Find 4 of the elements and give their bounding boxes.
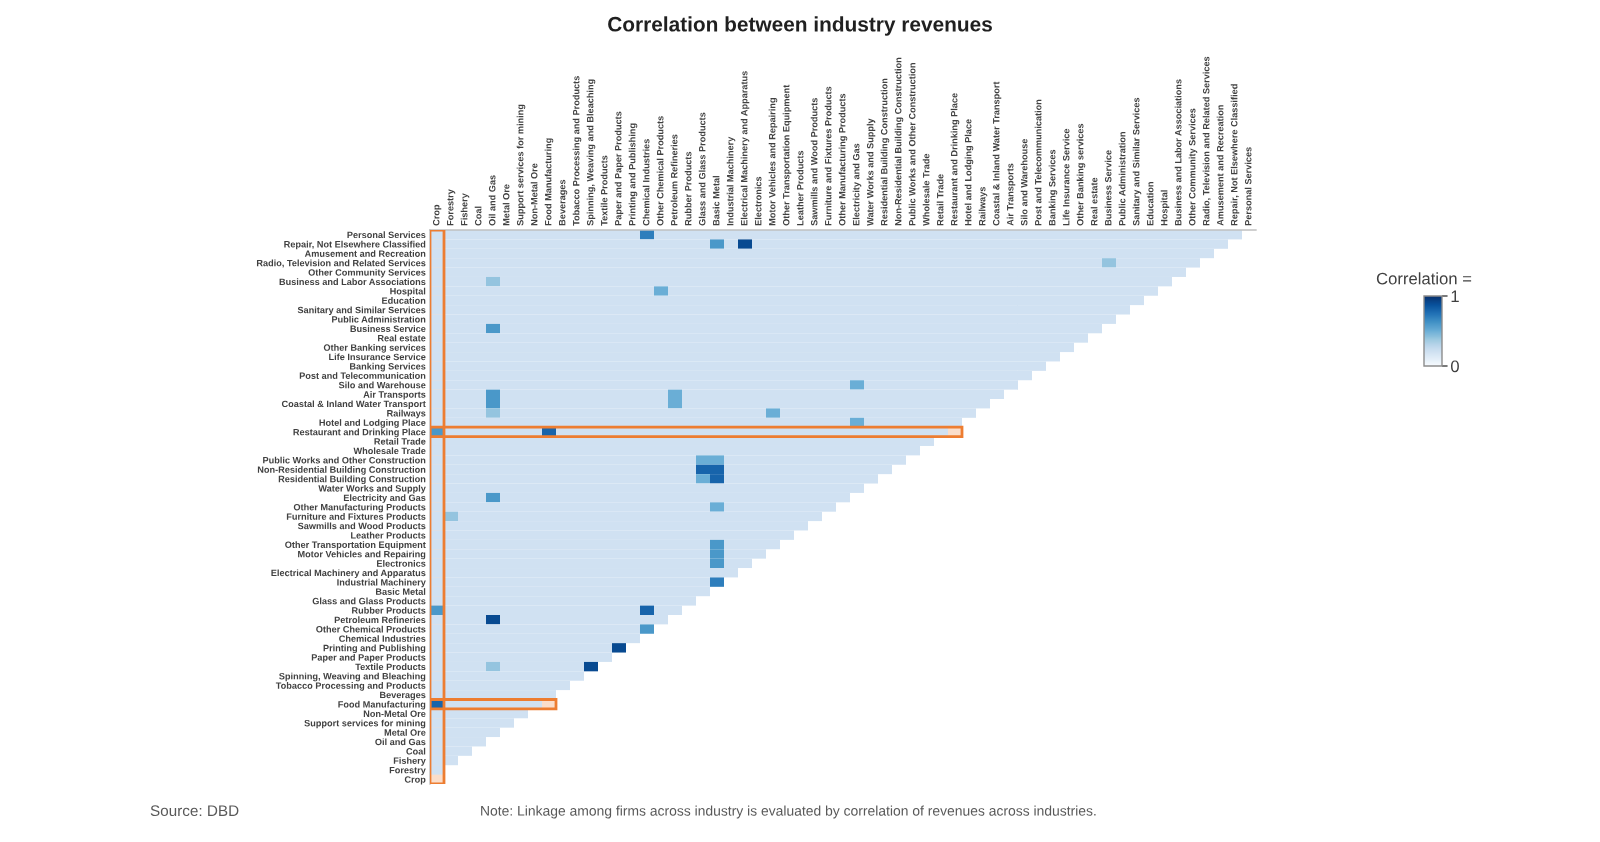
color-bar-label: 0 — [1450, 360, 1459, 373]
chart-title: Correlation between industry revenues — [608, 16, 992, 36]
color-bar-title: Correlation = — [1376, 272, 1472, 285]
color-bar-label: 1 — [1451, 290, 1459, 303]
